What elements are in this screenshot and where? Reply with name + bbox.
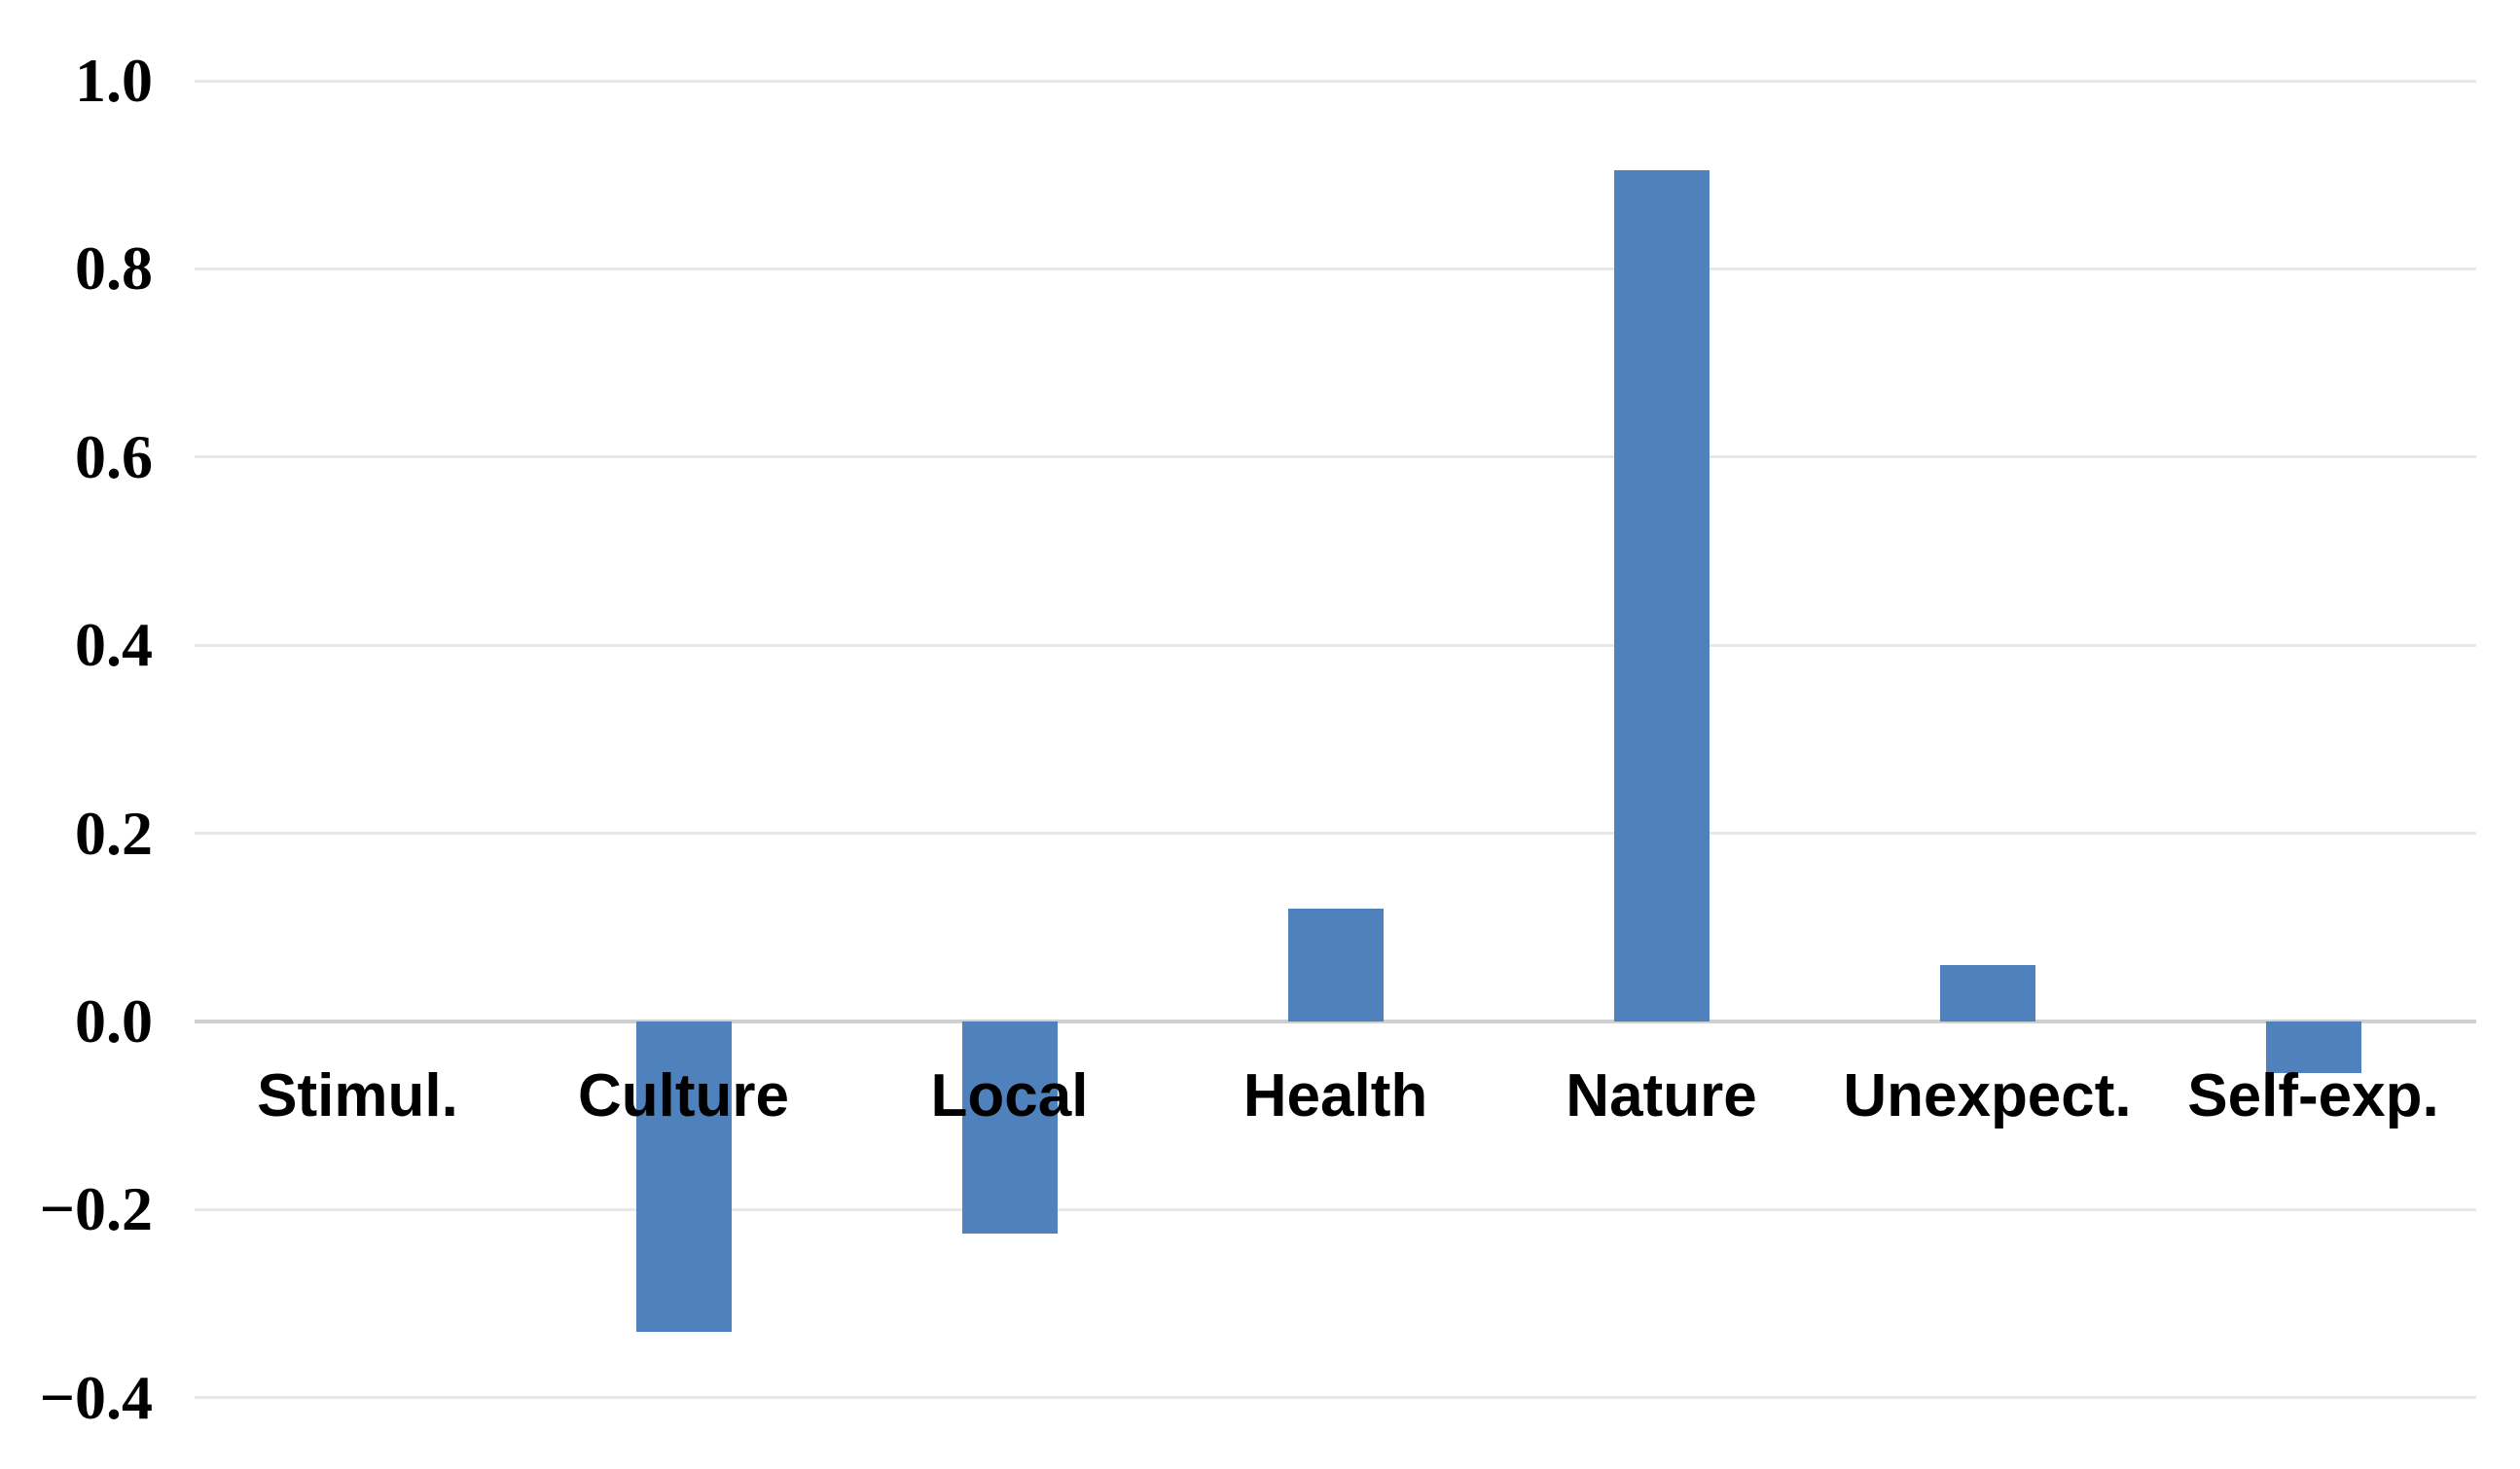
y-tick-label: 0.6	[75, 421, 153, 491]
y-tick-label: −0.4	[39, 1362, 153, 1432]
y-tick-label: −0.2	[39, 1174, 153, 1244]
y-tick-label: 0.4	[75, 610, 153, 680]
x-category-label-culture: Culture	[578, 1062, 789, 1129]
gridline	[195, 832, 2476, 836]
gridline	[195, 1207, 2476, 1211]
x-category-label-selfexp: Self-exp.	[2187, 1062, 2439, 1129]
x-axis-line	[195, 1020, 2476, 1023]
gridline	[195, 267, 2476, 270]
x-category-label-nature: Nature	[1566, 1062, 1757, 1129]
bar-selfexp	[2265, 1021, 2361, 1074]
x-category-label-unexpect: Unexpect.	[1843, 1062, 2132, 1129]
y-tick-label: 1.0	[75, 46, 153, 115]
bar-local	[961, 1021, 1058, 1234]
x-category-label-local: Local	[930, 1062, 1089, 1129]
x-category-label-health: Health	[1242, 1062, 1428, 1129]
bar-culture	[635, 1021, 732, 1333]
y-tick-label: 0.2	[75, 798, 153, 868]
bar-health	[1287, 908, 1384, 1021]
y-tick-label: 0.8	[75, 233, 153, 304]
x-category-label-stimul: Stimul.	[257, 1062, 458, 1129]
bar-nature	[1613, 169, 1710, 1021]
gridline	[195, 79, 2476, 83]
gridline	[195, 1396, 2476, 1400]
bar-unexpect	[1939, 964, 2035, 1021]
y-tick-label: 0.0	[75, 986, 153, 1056]
gridline	[195, 643, 2476, 647]
gridline	[195, 455, 2476, 459]
